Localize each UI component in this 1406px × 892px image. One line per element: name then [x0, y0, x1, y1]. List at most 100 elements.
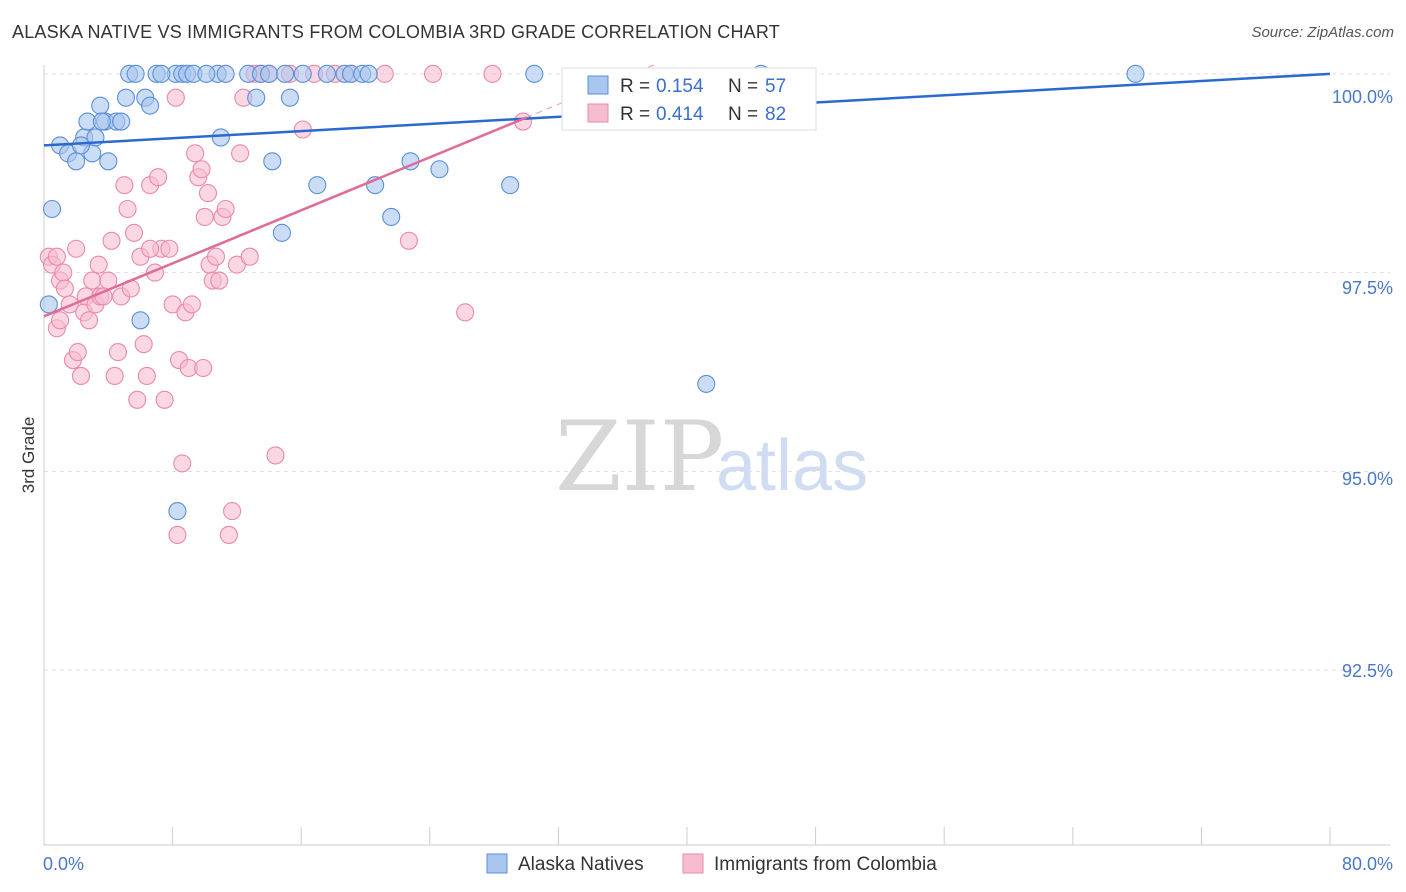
colombia-point-2: [47, 247, 66, 266]
y-tick-label-92-5: 92.5%: [1342, 661, 1393, 681]
colombia-point-19: [102, 231, 121, 250]
bottom-legend-swatch-blue: [486, 853, 508, 874]
colombia-point-54: [216, 199, 235, 219]
colombia-point-55: [219, 525, 238, 545]
legend-r-value-pink: 0.414: [656, 104, 704, 125]
colombia-point-72: [423, 64, 443, 83]
colombia-point-76: [194, 358, 213, 378]
alaska-point-23: [211, 128, 230, 147]
alaska-point-54: [71, 136, 91, 155]
alaska-point-30: [276, 64, 295, 83]
colombia-point-73: [456, 303, 475, 322]
alaska-point-39: [382, 207, 401, 226]
colombia-point-46: [192, 160, 211, 179]
x-tick-label-end: 80.0%: [1342, 854, 1393, 874]
alaska-point-52: [197, 64, 216, 83]
alaska-point-43: [525, 64, 544, 83]
colombia-point-24: [118, 199, 137, 219]
colombia-point-58: [231, 144, 250, 163]
alaska-point-34: [317, 64, 336, 83]
x-tick-label-start: 0.0%: [43, 854, 84, 874]
colombia-point-51: [206, 247, 226, 266]
colombia-point-30: [137, 366, 156, 386]
legend-n-value-pink: 82: [765, 104, 786, 125]
colombia-point-74: [483, 64, 502, 83]
alaska-point-10: [99, 152, 118, 171]
alaska-point-26: [247, 88, 266, 107]
colombia-point-52: [210, 271, 229, 290]
legend-n-label-blue: N =: [728, 76, 758, 97]
alaska-point-0: [42, 199, 62, 219]
y-tick-label-95-0: 95.0%: [1342, 469, 1393, 489]
plot-area: ZIP atlas: [39, 64, 1390, 846]
colombia-point-16: [89, 255, 108, 274]
stats-legend: R = 0.154 N = 57 R = 0.414 N = 82: [561, 67, 817, 131]
bottom-legend-swatch-pink: [682, 853, 704, 874]
colombia-point-40: [173, 454, 192, 473]
alaska-point-31: [280, 88, 299, 107]
y-tick-label-100-0: 100.0%: [1332, 87, 1393, 107]
alaska-point-55: [112, 112, 131, 131]
colombia-point-64: [266, 446, 285, 465]
alaska-point-3: [67, 152, 86, 171]
alaska-point-50: [272, 223, 291, 242]
colombia-point-36: [160, 239, 179, 258]
colombia-point-44: [186, 144, 205, 163]
watermark-zip: ZIP: [555, 401, 724, 513]
colombia-point-14: [83, 271, 102, 290]
legend-r-label-blue: R =: [620, 76, 650, 97]
alaska-point-53: [359, 64, 378, 83]
legend-r-label-pink: R =: [620, 104, 650, 125]
y-axis-label: 3rd Grade: [19, 417, 38, 494]
alaska-point-51: [92, 112, 111, 131]
colombia-point-27: [128, 390, 147, 409]
colombia-point-71: [399, 231, 418, 250]
legend-n-value-blue: 57: [765, 76, 786, 97]
colombia-point-23: [115, 176, 134, 195]
colombia-point-33: [149, 168, 168, 187]
legend-swatch-blue: [587, 75, 609, 95]
colombia-point-57: [227, 255, 246, 274]
alaska-point-28: [259, 64, 279, 83]
alaska-point-47: [39, 295, 58, 314]
bottom-legend-label-blue: Alaska Natives: [518, 854, 644, 875]
colombia-point-26: [124, 223, 144, 242]
colombia-point-10: [71, 366, 91, 386]
alaska-point-33: [308, 176, 327, 195]
watermark: ZIP atlas: [555, 401, 868, 513]
colombia-point-56: [223, 502, 242, 521]
colombia-point-38: [166, 88, 185, 107]
colombia-point-20: [105, 366, 124, 386]
colombia-point-5: [55, 279, 74, 298]
trend-line-colombia: [43, 116, 527, 318]
colombia-point-29: [134, 335, 153, 354]
colombia-point-48: [198, 184, 218, 203]
legend-n-label-pink: N =: [728, 104, 758, 125]
colombia-point-81: [141, 239, 160, 258]
colombia-point-79: [51, 311, 70, 330]
bottom-legend: Alaska Natives Immigrants from Colombia: [486, 853, 937, 875]
chart-source: Source: ZipAtlas.com: [1251, 24, 1394, 41]
colombia-point-35: [155, 390, 174, 409]
alaska-point-14: [126, 64, 145, 83]
alaska-point-8: [91, 96, 110, 115]
colombia-point-60: [240, 247, 259, 266]
axes: [43, 65, 1390, 846]
alaska-point-44: [697, 374, 716, 393]
legend-swatch-pink: [587, 103, 609, 123]
colombia-point-13: [79, 311, 99, 330]
alaska-point-24: [216, 64, 235, 83]
chart-title: ALASKA NATIVE VS IMMIGRANTS FROM COLOMBI…: [12, 22, 780, 42]
alaska-point-41: [430, 160, 449, 179]
alaska-point-29: [263, 152, 282, 171]
alaska-point-49: [168, 502, 187, 521]
colombia-point-47: [195, 207, 214, 226]
alaska-point-32: [293, 64, 312, 83]
colombia-point-9: [68, 343, 87, 362]
legend-r-value-blue: 0.154: [656, 76, 704, 97]
watermark-atlas: atlas: [716, 426, 868, 506]
colombia-point-43: [182, 295, 201, 314]
alaska-point-42: [501, 176, 520, 195]
gridlines: [44, 73, 1390, 671]
